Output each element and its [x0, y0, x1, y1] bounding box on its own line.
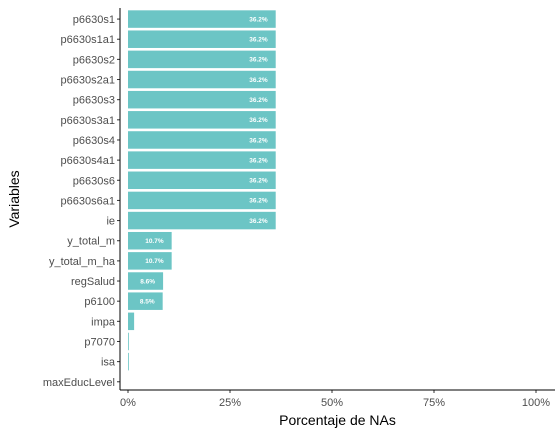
y-tick-label-p6630s2: p6630s2: [73, 54, 115, 66]
x-axis-ticks: 0% 25% 50% 75% 100%: [120, 390, 550, 409]
bar-p6630s1: [128, 10, 276, 28]
y-tick-label-ie: ie: [106, 216, 115, 228]
bar-p6630s2: [128, 50, 276, 69]
x-tick-label-0: 0%: [120, 397, 136, 409]
data-labels-group: 36.2% 36.2% 36.2% 36.2% 36.2% 36.2% 36.2% 36.2%…: [140, 16, 268, 305]
y-tick-label-y_total_m_ha: y_total_m_ha: [49, 256, 116, 268]
y-tick-label-regSalud: regSalud: [71, 276, 115, 288]
x-tick-label-50: 50%: [321, 397, 343, 409]
bars-group: [128, 10, 276, 371]
data-label-p6630s1a1: 36.2%: [249, 37, 268, 44]
data-label-ie: 36.2%: [249, 218, 268, 225]
y-tick-label-y_total_m: y_total_m: [67, 236, 115, 248]
data-label-p6630s1: 36.2%: [249, 16, 268, 23]
data-label-p6630s4a1: 36.2%: [249, 157, 268, 164]
bar-y_total_m: [128, 231, 172, 250]
bar-regSalud: [128, 272, 164, 290]
data-label-p6630s6a1: 36.2%: [249, 198, 268, 205]
bar-p6630s2a1: [128, 70, 276, 89]
y-tick-label-p6630s3a1: p6630s3a1: [61, 115, 115, 127]
bar-p6100: [128, 292, 163, 310]
data-label-p6630s2a1: 36.2%: [249, 77, 268, 84]
data-label-p6630s4: 36.2%: [249, 137, 268, 144]
y-tick-label-p6100: p6100: [84, 296, 115, 308]
data-label-p6100: 8.5%: [140, 298, 155, 305]
data-label-regSalud: 8.6%: [140, 278, 155, 285]
y-tick-label-p6630s2a1: p6630s2a1: [61, 75, 115, 87]
bar-y_total_m_ha: [128, 252, 172, 270]
bar-p6630s6a1: [128, 191, 276, 210]
y-tick-label-p6630s6: p6630s6: [73, 175, 115, 187]
bar-p6630s3: [128, 90, 276, 109]
y-tick-label-p6630s6a1: p6630s6a1: [61, 195, 115, 207]
data-label-y_total_m_ha: 10.7%: [145, 258, 164, 265]
x-tick-label-25: 25%: [219, 397, 241, 409]
data-label-y_total_m: 10.7%: [145, 238, 164, 245]
bar-p6630s1a1: [128, 30, 276, 48]
bar-p6630s4a1: [128, 151, 276, 169]
y-tick-label-p7070: p7070: [84, 336, 115, 348]
x-axis-title: Porcentaje de NAs: [279, 412, 396, 428]
bar-isa: [128, 352, 129, 371]
x-tick-label-100: 100%: [522, 397, 550, 409]
data-label-p6630s2: 36.2%: [249, 57, 268, 64]
bar-p6630s6: [128, 171, 276, 190]
y-tick-label-p6630s4a1: p6630s4a1: [61, 155, 115, 167]
y-tick-label-isa: isa: [101, 357, 116, 369]
y-tick-label-p6630s1: p6630s1: [73, 14, 115, 26]
y-tick-label-p6630s3: p6630s3: [73, 95, 115, 107]
x-tick-label-75: 75%: [423, 397, 445, 409]
y-axis-ticks: p6630s1 p6630s1a1 p6630s2 p6630s2a1 p6630s3 p…: [43, 14, 120, 389]
y-axis-title: Variables: [6, 170, 22, 227]
bar-p6630s4: [128, 131, 276, 149]
bar-impa: [128, 312, 135, 331]
y-tick-label-p6630s4: p6630s4: [73, 135, 115, 147]
y-tick-label-p6630s1a1: p6630s1a1: [61, 34, 115, 46]
y-tick-label-impa: impa: [91, 316, 116, 328]
data-label-p6630s6: 36.2%: [249, 178, 268, 185]
data-label-p6630s3: 36.2%: [249, 97, 268, 104]
bar-p6630s3a1: [128, 111, 276, 129]
bar-ie: [128, 211, 276, 230]
y-tick-label-maxEducLevel: maxEducLevel: [43, 377, 115, 389]
bar-p7070: [128, 332, 129, 351]
data-label-p6630s3a1: 36.2%: [249, 117, 268, 124]
